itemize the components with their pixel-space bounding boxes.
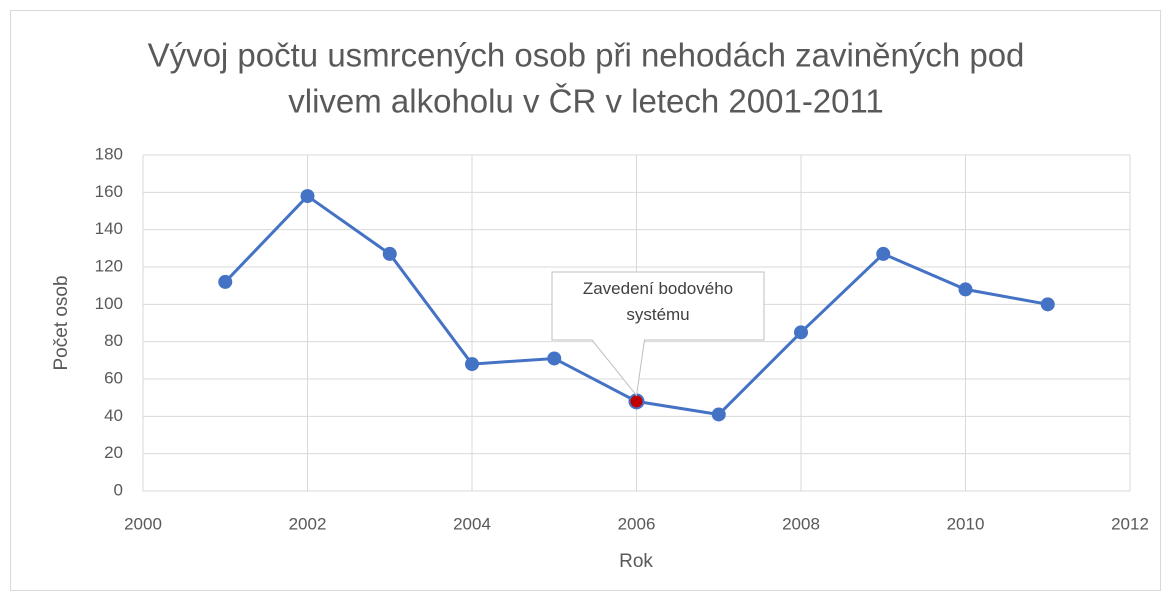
data-point (794, 325, 808, 340)
data-point (958, 282, 973, 297)
data-point (465, 357, 479, 372)
y-tick-label: 160 (95, 182, 123, 201)
y-tick-label: 120 (95, 256, 123, 275)
y-tick-label: 20 (104, 443, 123, 462)
annotation-text: Zavedení bodového systému (582, 279, 734, 324)
y-tick-label: 180 (95, 144, 123, 163)
data-point (218, 274, 233, 289)
data-point (1040, 297, 1055, 312)
y-tick-label: 60 (104, 368, 123, 387)
x-tick-label: 2006 (618, 514, 656, 533)
x-tick-label: 2004 (453, 514, 491, 533)
data-point (628, 393, 645, 410)
data-point (876, 246, 891, 261)
x-tick-label: 2002 (289, 514, 327, 533)
data-point (711, 407, 726, 422)
x-tick-label: 2010 (947, 514, 985, 533)
y-tick-label: 0 (114, 480, 123, 499)
chart-title-line1: Vývoj počtu usmrcených osob při nehodách… (148, 37, 1025, 74)
x-tick-label: 2000 (124, 514, 162, 533)
data-point (547, 351, 562, 366)
callout-box (551, 271, 765, 397)
y-tick-label: 140 (95, 219, 123, 238)
callout: Zavedení bodového systému (582, 279, 734, 324)
x-tick-label: 2012 (1111, 514, 1149, 533)
y-tick-label: 80 (104, 331, 123, 350)
y-axis-label: Počet osob (51, 275, 72, 370)
data-point (300, 189, 315, 204)
y-tick-label: 100 (95, 294, 123, 313)
x-axis-label: Rok (619, 551, 653, 572)
y-tick-label: 40 (104, 406, 123, 425)
data-point (382, 246, 397, 261)
chart-title-line2: vlivem alkoholu v ČR v letech 2001-2011 (288, 83, 884, 120)
x-tick-label: 2008 (782, 514, 820, 533)
